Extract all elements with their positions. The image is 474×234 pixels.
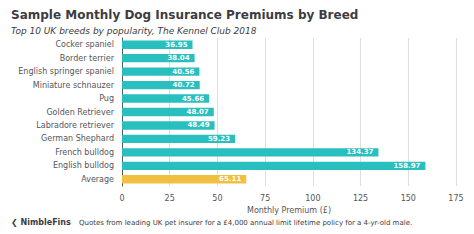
svg-text:Average: Average (81, 175, 114, 184)
svg-text:English springer spaniel: English springer spaniel (18, 67, 114, 76)
svg-text:German Shephard: German Shephard (41, 134, 114, 143)
svg-text:175: 175 (448, 194, 463, 203)
svg-text:40.72: 40.72 (173, 81, 195, 89)
svg-text:Top 10 UK breeds by popularity: Top 10 UK breeds by popularity, The Kenn… (11, 26, 257, 36)
svg-text:Monthly Premium (£): Monthly Premium (£) (247, 206, 331, 215)
svg-text:45.66: 45.66 (182, 95, 204, 103)
svg-text:134.37: 134.37 (346, 148, 373, 156)
svg-text:Sample Monthly Dog Insurance P: Sample Monthly Dog Insurance Premiums by… (11, 8, 358, 22)
svg-text:158.97: 158.97 (393, 162, 420, 170)
svg-text:English bulldog: English bulldog (53, 161, 114, 170)
svg-text:25: 25 (165, 194, 175, 203)
svg-text:48.49: 48.49 (187, 121, 209, 129)
svg-text:Border terrier: Border terrier (60, 54, 115, 63)
svg-text:0: 0 (119, 194, 124, 203)
svg-text:❮ NimbleFins: ❮ NimbleFins (11, 218, 71, 227)
svg-text:36.95: 36.95 (165, 41, 187, 49)
svg-text:150: 150 (401, 194, 416, 203)
svg-text:Golden Retriever: Golden Retriever (46, 108, 114, 117)
svg-text:125: 125 (353, 194, 368, 203)
svg-text:65.11: 65.11 (219, 175, 241, 183)
svg-text:Cocker spaniel: Cocker spaniel (55, 40, 114, 49)
svg-text:Labradore retriever: Labradore retriever (36, 121, 114, 130)
svg-text:French bulldog: French bulldog (55, 148, 114, 157)
svg-text:Quotes from leading UK pet ins: Quotes from leading UK pet insurer for a… (79, 219, 412, 227)
svg-text:48.07: 48.07 (187, 108, 209, 116)
svg-text:40.56: 40.56 (172, 68, 194, 76)
svg-text:Pug: Pug (99, 94, 114, 103)
svg-text:100: 100 (305, 194, 320, 203)
svg-text:Miniature schnauzer: Miniature schnauzer (33, 81, 115, 90)
svg-text:75: 75 (260, 194, 270, 203)
svg-text:50: 50 (212, 194, 222, 203)
svg-text:59.23: 59.23 (208, 135, 230, 143)
svg-text:38.04: 38.04 (167, 54, 189, 62)
